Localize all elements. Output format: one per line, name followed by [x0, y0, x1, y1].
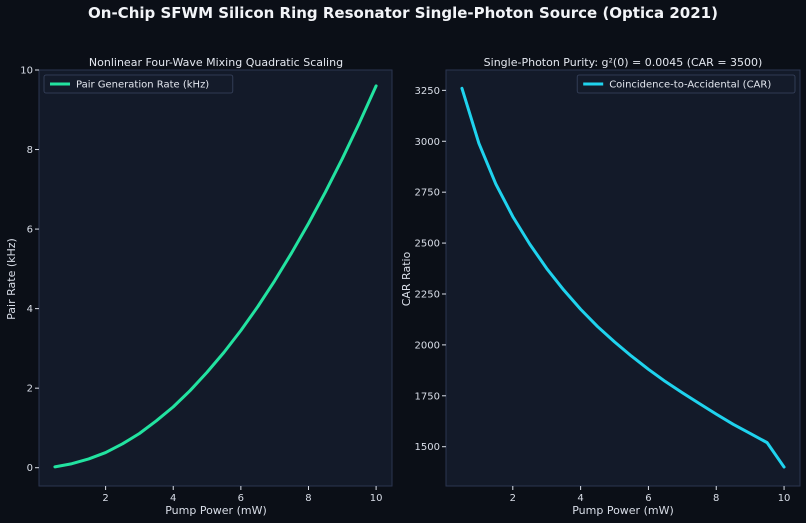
legend-frame	[576, 74, 796, 94]
x-tick-label: 6	[238, 493, 244, 504]
x-axis-label: Pump Power (mW)	[165, 504, 267, 517]
x-tick-label: 6	[645, 493, 651, 504]
y-tick-label: 2000	[415, 340, 440, 351]
legend-label: Pair Generation Rate (kHz)	[76, 80, 209, 91]
x-tick-label: 8	[305, 493, 311, 504]
x-tick-label: 2	[102, 493, 108, 504]
y-tick-label: 4	[27, 304, 33, 315]
y-tick-label: 6	[27, 225, 33, 236]
y-tick-label: 3250	[415, 86, 440, 97]
figure-suptitle: On-Chip SFWM Silicon Ring Resonator Sing…	[88, 4, 718, 22]
x-tick-label: 4	[170, 493, 176, 504]
legend: Coincidence-to-Accidental (CAR)	[576, 74, 796, 94]
y-tick-label: 2500	[415, 239, 440, 250]
chart-pair-rate: Nonlinear Four-Wave Mixing Quadratic Sca…	[5, 56, 393, 517]
x-tick-label: 10	[778, 493, 791, 504]
x-tick-label: 4	[577, 493, 583, 504]
plot-area	[445, 69, 801, 487]
y-axis-label: CAR Ratio	[400, 251, 413, 306]
legend-frame	[43, 74, 234, 94]
series-line	[53, 84, 378, 469]
x-axis-label: Pump Power (mW)	[572, 504, 674, 517]
chart-title: Single-Photon Purity: g²(0) = 0.0045 (CA…	[484, 56, 763, 69]
y-tick-label: 8	[27, 145, 33, 156]
y-tick-label: 3000	[415, 137, 440, 148]
y-tick-label: 10	[20, 66, 33, 77]
legend-label: Coincidence-to-Accidental (CAR)	[609, 80, 771, 91]
y-tick-label: 1500	[415, 442, 440, 453]
y-tick-label: 0	[27, 463, 33, 474]
legend: Pair Generation Rate (kHz)	[43, 74, 234, 94]
y-tick-label: 2750	[415, 188, 440, 199]
y-tick-label: 2	[27, 384, 33, 395]
chart-title: Nonlinear Four-Wave Mixing Quadratic Sca…	[89, 56, 343, 69]
x-tick-label: 10	[370, 493, 383, 504]
plot-area	[38, 69, 393, 487]
y-axis-label: Pair Rate (kHz)	[5, 238, 18, 320]
series-line	[460, 86, 786, 469]
y-tick-label: 1750	[415, 391, 440, 402]
x-tick-label: 2	[510, 493, 516, 504]
x-tick-label: 8	[713, 493, 719, 504]
y-tick-label: 2250	[415, 289, 440, 300]
chart-car-ratio: Single-Photon Purity: g²(0) = 0.0045 (CA…	[400, 56, 801, 517]
